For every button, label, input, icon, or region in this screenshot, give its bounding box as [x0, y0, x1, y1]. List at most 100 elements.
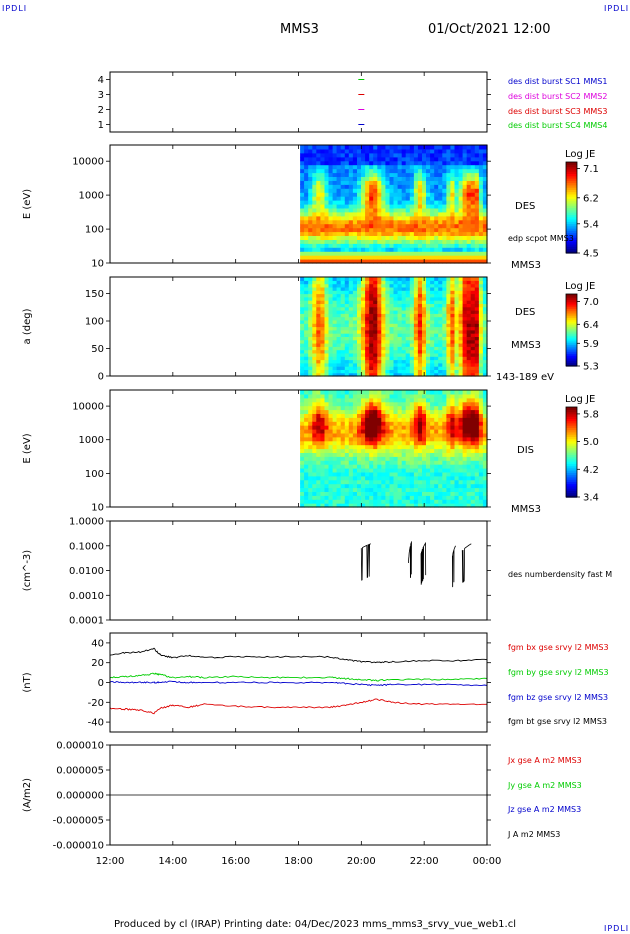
heatmap-cell: [328, 300, 334, 304]
heatmap-cell: [389, 483, 395, 489]
heatmap-cell: [332, 286, 338, 291]
heatmap-cell: [401, 310, 407, 314]
heatmap-cell: [478, 283, 484, 288]
heatmap-cell: [316, 444, 321, 450]
heatmap-cell: [393, 223, 399, 229]
heatmap-cell: [316, 247, 321, 252]
heatmap-cell: [422, 296, 427, 301]
heatmap-cell: [442, 231, 447, 236]
colorbar-swatch: [566, 319, 577, 322]
heatmap-cell: [336, 339, 342, 344]
heatmap-cell: [393, 207, 399, 213]
heatmap-cell: [361, 495, 366, 500]
heatmap-cell: [320, 283, 326, 288]
colorbar-swatch: [566, 474, 577, 478]
heatmap-cell: [450, 227, 456, 233]
heatmap-cell: [409, 487, 415, 492]
heatmap-cell: [381, 336, 386, 341]
heatmap-cell: [409, 405, 415, 411]
heatmap-cell: [369, 180, 374, 185]
heatmap-cell: [417, 313, 423, 318]
heatmap-cell: [361, 333, 366, 337]
heatmap-cell: [324, 495, 330, 500]
heatmap-cell: [482, 397, 488, 403]
heatmap-cell: [430, 235, 435, 240]
heatmap-cell: [454, 196, 460, 201]
heatmap-cell: [377, 243, 382, 248]
heatmap-cell: [381, 215, 386, 221]
heatmap-cell: [381, 329, 386, 334]
y-tick-label: -40: [88, 718, 104, 729]
heatmap-cell: [352, 503, 358, 508]
heatmap-cell: [434, 227, 439, 233]
heatmap-cell: [422, 172, 427, 177]
heatmap-cell: [409, 200, 415, 205]
heatmap-cell: [340, 421, 346, 426]
heatmap-cell: [470, 409, 476, 414]
heatmap-cell: [373, 464, 378, 469]
heatmap-cell: [482, 313, 488, 318]
heatmap-cell: [482, 323, 488, 328]
heatmap-cell: [446, 235, 452, 240]
heatmap-cell: [458, 390, 464, 395]
heatmap-cell: [409, 421, 415, 426]
heatmap-cell: [474, 487, 480, 492]
heatmap-cell: [316, 390, 321, 395]
heatmap-cell: [300, 444, 305, 450]
heatmap-cell: [466, 425, 472, 430]
heatmap-cell: [430, 456, 435, 461]
heatmap-cell: [373, 180, 378, 185]
heatmap-cell: [462, 444, 468, 450]
heatmap-cell: [320, 366, 326, 370]
colorbar-swatch: [566, 246, 577, 250]
heatmap-cell: [320, 204, 326, 209]
heatmap-cell: [316, 323, 321, 328]
heatmap-cell: [352, 323, 358, 328]
y-axis-label: (nT): [22, 672, 33, 692]
heatmap-cell: [332, 313, 338, 318]
heatmap-cell: [365, 313, 370, 318]
heatmap-cell: [373, 444, 378, 450]
heatmap-cell: [320, 397, 326, 403]
heatmap-cell: [474, 235, 480, 240]
heatmap-cell: [361, 346, 366, 351]
heatmap-cell: [430, 176, 435, 181]
heatmap-cell: [365, 235, 370, 240]
heatmap-cell: [478, 251, 484, 256]
heatmap-cell: [385, 369, 391, 374]
heatmap-cell: [397, 460, 403, 465]
heatmap-cell: [470, 148, 476, 154]
heatmap-cell: [336, 491, 342, 496]
heatmap-cell: [312, 366, 317, 370]
heatmap-cell: [478, 417, 484, 422]
heatmap-cell: [304, 372, 309, 377]
heatmap-cell: [462, 168, 468, 174]
heatmap-cell: [373, 405, 378, 411]
heatmap-cell: [320, 286, 326, 291]
heatmap-cell: [369, 303, 374, 308]
heatmap-cell: [369, 499, 374, 504]
heatmap-cell: [413, 184, 419, 189]
heatmap-cell: [340, 211, 346, 217]
heatmap-cell: [312, 306, 317, 311]
heatmap-cell: [409, 401, 415, 407]
heatmap-cell: [316, 464, 321, 469]
heatmap-cell: [470, 429, 476, 434]
heatmap-cell: [413, 456, 419, 461]
heatmap-cell: [320, 369, 326, 374]
heatmap-cell: [389, 346, 395, 351]
heatmap-cell: [422, 286, 427, 291]
heatmap-cell: [422, 323, 427, 328]
heatmap-cell: [312, 362, 317, 367]
heatmap-cell: [397, 204, 403, 209]
heatmap-cell: [304, 397, 309, 403]
heatmap-cell: [357, 259, 362, 264]
heatmap-cell: [405, 471, 411, 477]
heatmap-cell: [401, 247, 407, 252]
heatmap-cell: [308, 207, 313, 213]
heatmap-cell: [397, 293, 403, 298]
heatmap-cell: [304, 336, 309, 341]
heatmap-cell: [409, 483, 415, 489]
heatmap-cell: [482, 333, 488, 337]
heatmap-cell: [450, 362, 456, 367]
